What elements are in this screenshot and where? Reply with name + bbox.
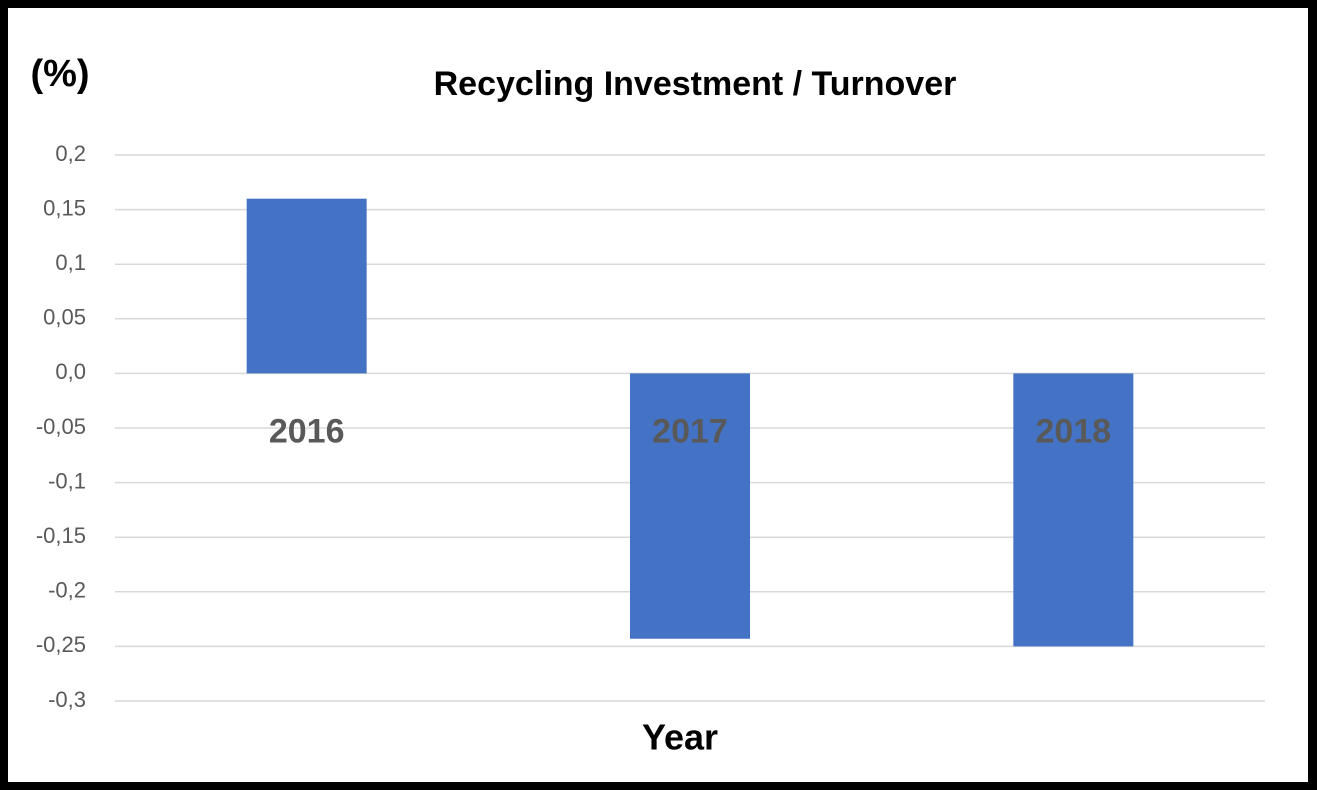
y-tick-label: -0,1 [48,468,86,493]
y-axis-label: (%) [30,53,89,95]
x-axis-label: Year [642,717,718,758]
y-tick-label: -0,05 [36,414,86,439]
y-tick-label: 0,0 [55,359,86,384]
bar [246,198,367,374]
chart-title: Recycling Investment / Turnover [434,65,957,103]
x-tick-label: 2018 [1036,412,1112,450]
bar [1013,373,1134,647]
y-tick-label: -0,2 [48,578,86,603]
y-tick-label: -0,15 [36,523,86,548]
x-tick-label: 2016 [269,412,345,450]
x-tick-label: 2017 [652,412,728,450]
y-tick-label: 0,05 [43,305,86,330]
y-tick-label: -0,3 [48,687,86,712]
bar [630,373,750,639]
y-tick-label: 0,2 [55,141,86,166]
y-tick-label: 0,15 [43,195,86,220]
y-tick-label: 0,1 [55,250,86,275]
y-tick-label: -0,25 [36,632,86,657]
